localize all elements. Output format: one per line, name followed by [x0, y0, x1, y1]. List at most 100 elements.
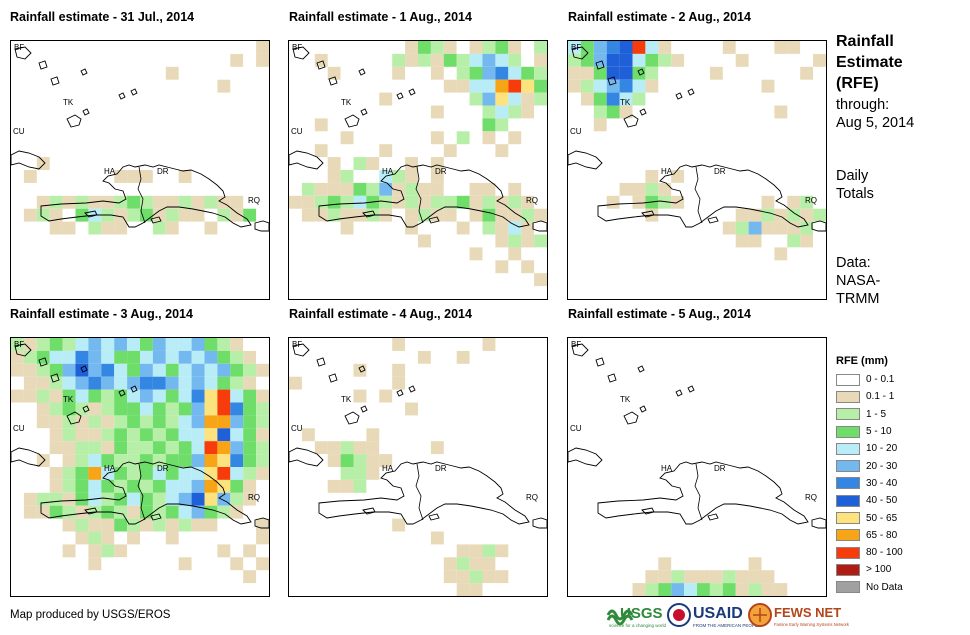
rainfall-cell	[256, 583, 269, 596]
rainfall-cell	[645, 79, 659, 93]
rainfall-cell	[204, 492, 218, 506]
rainfall-cell	[456, 170, 470, 183]
rainfall-cell	[534, 92, 547, 106]
rainfall-cell	[761, 234, 775, 248]
side-title-line: Estimate	[836, 54, 903, 71]
rainfall-cell	[36, 492, 50, 506]
rainfall-cell	[165, 363, 179, 377]
rainfall-cell	[23, 208, 37, 222]
rainfall-cell	[301, 195, 315, 209]
rainfall-cell	[101, 492, 115, 506]
rainfall-cell	[204, 105, 218, 119]
rainfall-cell	[114, 454, 128, 467]
legend-item: 65 - 80	[836, 527, 903, 544]
rainfall-cell	[580, 92, 594, 106]
rainfall-cell	[482, 157, 496, 170]
rainfall-cell	[340, 441, 354, 455]
rainfall-cell	[301, 79, 315, 93]
rainfall-cell	[632, 544, 646, 558]
rainfall-cell	[204, 454, 218, 467]
rainfall-cell	[62, 415, 76, 429]
rainfall-cell	[230, 415, 244, 429]
rainfall-cell	[101, 376, 115, 390]
usaid-seal-center	[673, 609, 685, 621]
rainfall-cell	[256, 428, 269, 442]
rainfall-cell	[88, 402, 102, 416]
rainfall-cell	[521, 260, 535, 274]
rainfall-cell	[62, 221, 76, 235]
rainfall-cell	[735, 402, 749, 416]
rainfall-cell	[658, 195, 672, 209]
rainfall-cell	[521, 66, 535, 80]
rainfall-cell	[632, 41, 646, 54]
rainfall-cell	[392, 66, 406, 80]
rainfall-cell	[49, 428, 63, 442]
rainfall-cell	[243, 376, 257, 390]
legend-item: No Data	[836, 579, 903, 596]
coastline	[362, 507, 376, 515]
coastline	[707, 216, 719, 224]
rainfall-cell	[301, 350, 315, 364]
legend-item: 0 - 0.1	[836, 371, 903, 388]
rainfall-cell	[593, 570, 607, 584]
rainfall-cell	[456, 79, 470, 93]
rainfall-cell	[774, 182, 788, 196]
rainfall-cell	[191, 454, 205, 467]
rainfall-cell	[36, 376, 50, 390]
rainfall-cell	[217, 570, 231, 584]
rainfall-cell	[152, 402, 166, 416]
rainfall-cell	[191, 441, 205, 455]
rainfall-cell	[230, 350, 244, 364]
rainfall-cell	[456, 208, 470, 222]
rainfall-cell	[230, 492, 244, 506]
rainfall-cell	[366, 221, 380, 235]
rainfall-cell	[127, 170, 140, 183]
label-bf: BF	[14, 43, 24, 52]
rainfall-cell	[482, 118, 496, 132]
rainfall-cell	[101, 195, 115, 209]
rainfall-map: BF CU TK HA DR RQ	[288, 337, 548, 597]
rainfall-cell	[697, 221, 710, 235]
rainfall-cell	[632, 92, 646, 106]
rainfall-cell	[534, 53, 547, 67]
rainfall-cell	[521, 105, 535, 119]
rainfall-cell	[671, 350, 685, 364]
rainfall-cell	[787, 247, 801, 261]
coastline	[38, 60, 48, 70]
label-rq: RQ	[248, 493, 260, 502]
rainfall-cell	[658, 66, 672, 80]
rainfall-cell	[230, 557, 244, 571]
rainfall-cell	[658, 557, 672, 571]
coastline	[254, 220, 269, 232]
coastline	[568, 150, 603, 170]
rainfall-cell	[482, 557, 496, 571]
rainfall-cell	[127, 363, 140, 377]
rainfall-cell	[327, 208, 341, 222]
rainfall-cell	[243, 492, 257, 506]
rainfall-cell	[75, 428, 89, 442]
rainfall-cell	[580, 53, 594, 67]
rainfall-cell	[256, 467, 269, 480]
rainfall-cell	[11, 234, 24, 248]
rainfall-cell	[256, 531, 269, 545]
rainfall-cell	[140, 376, 153, 390]
rainfall-cell	[580, 66, 594, 80]
coastline	[289, 447, 324, 467]
rainfall-grid: BF CU TK HA DR RQ	[11, 41, 269, 299]
rainfall-cell	[191, 389, 205, 403]
rainfall-cell	[748, 583, 762, 596]
rainfall-cell	[495, 557, 509, 571]
rainfall-cell	[23, 363, 37, 377]
rainfall-cell	[593, 286, 607, 299]
rainfall-cell	[178, 505, 192, 519]
rainfall-cell	[645, 182, 659, 196]
legend-item: 80 - 100	[836, 544, 903, 561]
rainfall-cell	[178, 338, 192, 351]
coastline	[118, 92, 126, 100]
through-label: through:	[836, 97, 890, 113]
rainfall-cell	[418, 182, 431, 196]
rainfall-cell	[606, 221, 620, 235]
legend-label: 10 - 20	[866, 443, 898, 455]
rainfall-cell	[521, 79, 535, 93]
rainfall-cell	[191, 66, 205, 80]
